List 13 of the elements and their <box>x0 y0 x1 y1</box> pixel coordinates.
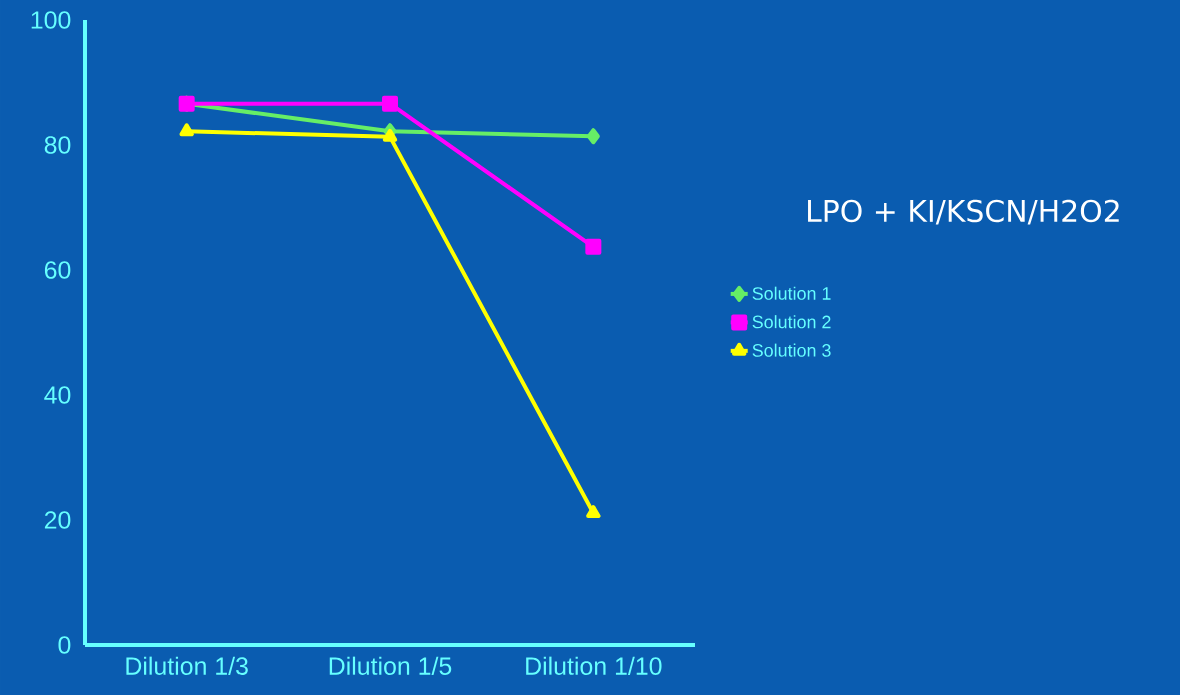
y-tick-label: 20 <box>44 511 71 529</box>
legend-label: Solution 1 <box>752 286 831 300</box>
y-tick-label: 80 <box>44 136 71 154</box>
x-tick-label: Dilution 1/3 <box>126 656 248 675</box>
x-tick-label: Dilution 1/10 <box>526 656 662 675</box>
x-tick-label: Dilution 1/5 <box>329 656 452 675</box>
y-tick-label: 60 <box>44 261 71 279</box>
legend-label: Solution 3 <box>752 343 831 357</box>
legend-label: Solution 2 <box>752 315 831 329</box>
text: LPO + KI/KSCN/H2O2 <box>808 199 1119 225</box>
y-tick-label: 40 <box>44 386 71 404</box>
y-tick-label: 100 <box>31 11 71 29</box>
y-tick-label: 0 <box>58 636 71 654</box>
